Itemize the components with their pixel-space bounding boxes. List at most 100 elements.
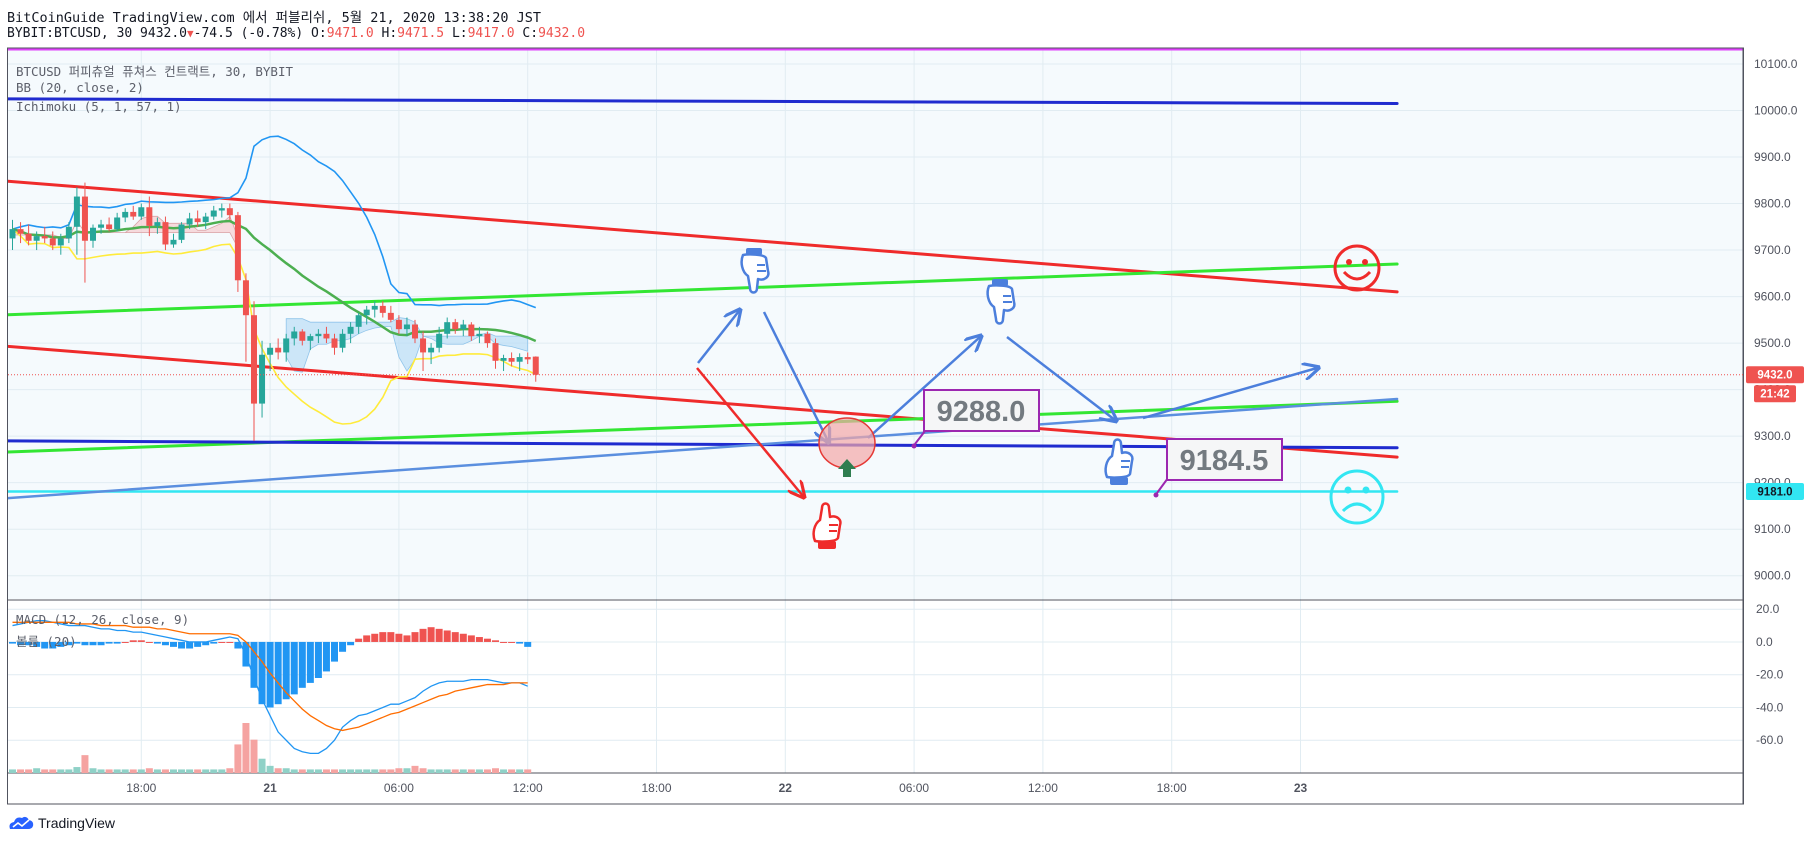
histogram-bar <box>81 641 89 646</box>
histogram-bar <box>411 632 419 642</box>
histogram-bar <box>347 641 355 646</box>
legend-macd[interactable]: MACD (12, 26, close, 9) <box>16 612 190 627</box>
time-axis-label: 18:00 <box>1157 781 1187 795</box>
candle <box>420 331 427 372</box>
down-triangle-icon: ▼ <box>187 27 194 40</box>
candle-body <box>307 336 314 341</box>
histogram-bar <box>371 633 379 642</box>
tradingview-brand[interactable]: TradingView <box>8 815 115 831</box>
candle-body <box>500 357 507 361</box>
histogram-bar <box>218 641 226 643</box>
change-value: -74.5 (-0.78%) <box>193 26 304 41</box>
candle <box>371 301 378 318</box>
grid <box>8 50 1743 773</box>
candle <box>339 329 346 353</box>
candle-body <box>114 217 121 230</box>
candle <box>130 205 137 220</box>
volume-bar <box>57 769 65 773</box>
candle-body <box>275 347 282 353</box>
candle <box>476 326 483 344</box>
legend-volume[interactable]: 볼륨 (20) <box>16 634 77 649</box>
candle <box>33 231 40 251</box>
volume-bar <box>435 769 443 773</box>
candle <box>49 231 56 251</box>
legend-ichimoku[interactable]: Ichimoku (5, 1, 57, 1) <box>16 99 182 114</box>
support-price-tag: 9181.0 <box>1746 483 1804 501</box>
candle <box>210 205 217 220</box>
histogram-bar <box>202 641 210 646</box>
histogram-bar <box>210 641 218 644</box>
high-value: 9471.5 <box>397 26 445 41</box>
candle <box>9 219 16 251</box>
candle <box>347 322 354 344</box>
drawings <box>8 97 1399 500</box>
histogram-bar <box>427 627 435 642</box>
histogram-bar <box>403 635 411 642</box>
volume-bar <box>33 768 41 773</box>
candle-body <box>73 196 80 227</box>
last-price-text: 9432.0 <box>1757 370 1792 382</box>
low-value: 9417.0 <box>467 26 515 41</box>
candle-body <box>186 218 193 225</box>
candle-body <box>210 210 217 217</box>
candle-body <box>130 211 137 217</box>
green-channel-top <box>8 262 1399 317</box>
pointing-up-hand-icon <box>1104 438 1134 485</box>
price-axis-label: 9000.0 <box>1754 569 1791 583</box>
candle <box>331 333 338 355</box>
candle <box>283 333 290 362</box>
volume-bar <box>483 769 491 773</box>
publish-line: BitCoinGuide TradingView.com 에서 퍼블리쉬, 5월… <box>7 10 541 26</box>
close-label: C: <box>522 26 539 41</box>
candle <box>186 212 193 230</box>
time-axis-label: 18:00 <box>641 781 671 795</box>
candle-body <box>259 354 266 404</box>
candle <box>162 216 169 251</box>
countdown-tag: 21:42 <box>1754 385 1796 403</box>
legend-main-series[interactable]: BTCUSD 퍼피츄얼 퓨쳐스 컨트랙트, 30, BYBIT <box>16 64 294 79</box>
candle <box>170 233 177 248</box>
histogram-bar <box>451 632 459 642</box>
candle-body <box>267 347 274 355</box>
candle <box>41 226 48 244</box>
candle-body <box>90 227 96 241</box>
histogram-bar <box>459 633 467 642</box>
volume-bar <box>492 768 499 773</box>
legend-bb[interactable]: BB (20, close, 2) <box>16 80 144 95</box>
histogram-bar <box>161 641 169 646</box>
histogram-bar <box>435 628 443 642</box>
price-axis[interactable]: 9000.09100.09200.09300.09400.09500.09600… <box>1754 57 1798 583</box>
candle <box>57 233 64 255</box>
macd-axis[interactable]: 20.0 0.0 -20.0 -40.0 -60.0 <box>1756 602 1784 747</box>
target-price-2: 9184.5 <box>1180 445 1269 477</box>
volume-bar <box>516 769 524 773</box>
candle-body <box>331 338 338 348</box>
candle <box>98 219 105 234</box>
candle-body <box>17 229 24 234</box>
candle-body <box>355 315 362 327</box>
main-pane-background <box>8 50 1743 599</box>
histogram-bar <box>363 635 371 642</box>
candle-body <box>33 236 40 241</box>
target-callout-1: 9288.0 <box>911 389 1040 449</box>
histogram-bar <box>65 641 73 646</box>
volume-bar <box>194 769 202 773</box>
candle-body <box>106 224 113 230</box>
candle-body <box>468 324 475 337</box>
macd-line <box>12 620 528 754</box>
histogram-bar <box>17 641 25 646</box>
candle-body <box>403 324 410 330</box>
histogram-bar <box>419 628 427 642</box>
candle-body <box>387 312 394 320</box>
candle <box>452 318 459 334</box>
histogram-bar <box>186 641 194 649</box>
red-channel-bottom <box>8 344 1399 459</box>
volume-bar <box>9 769 16 773</box>
time-axis[interactable]: 18:00 21 06:00 12:00 18:00 22 06:00 12:00 18:00 2… <box>126 781 1307 795</box>
blue-arrow-1 <box>697 311 739 364</box>
candle <box>323 326 330 344</box>
candle <box>299 329 306 346</box>
histogram-bar <box>33 641 41 647</box>
candle <box>315 329 322 344</box>
